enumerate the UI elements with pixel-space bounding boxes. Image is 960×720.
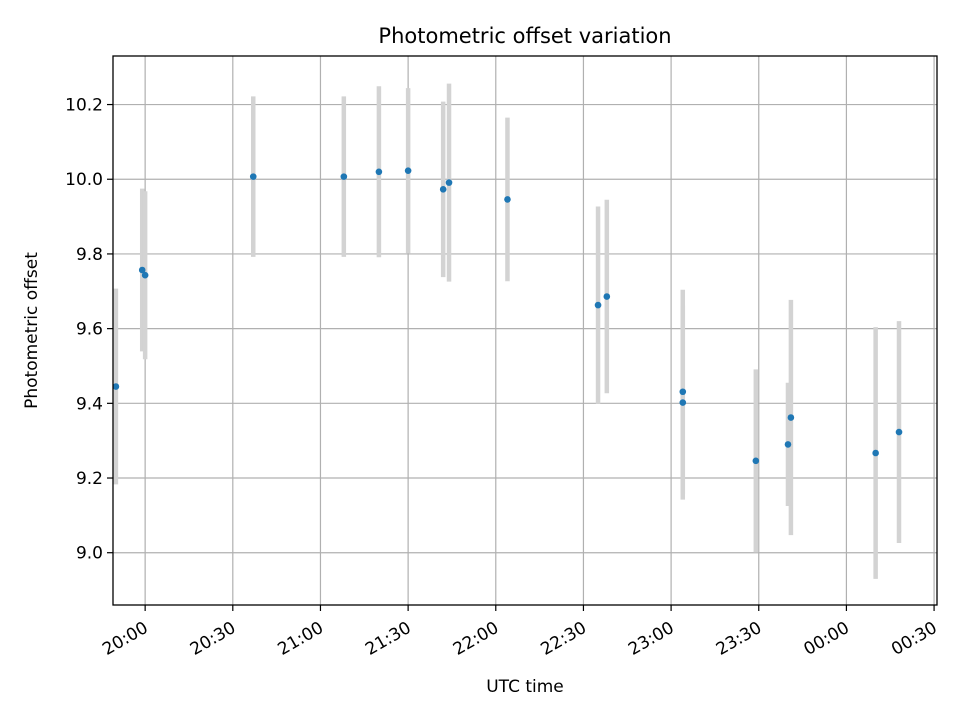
data-point	[141, 271, 149, 279]
y-tick-label: 9.6	[76, 320, 103, 340]
data-point	[138, 266, 146, 274]
data-point	[784, 441, 792, 448]
x-tick-label: 21:00	[275, 618, 327, 660]
data-point	[439, 186, 447, 193]
plot-frame	[112, 55, 938, 606]
data-point	[404, 167, 412, 174]
x-tick-label: 21:30	[362, 618, 414, 660]
grid	[113, 56, 937, 605]
data-point	[679, 399, 687, 406]
y-tick-label: 9.0	[76, 544, 103, 564]
data-points	[112, 167, 903, 465]
y-axis-ticks: 9.0 9.2 9.4 9.6 9.8 10.0 10.2	[65, 96, 113, 564]
x-tick-label: 22:30	[538, 618, 590, 660]
x-axis-label: UTC time	[486, 677, 564, 697]
data-point	[594, 301, 602, 309]
y-tick-label: 10.2	[65, 96, 103, 116]
data-point	[787, 414, 795, 421]
x-axis-ticks: 20:00 20:30 21:00 21:30 22:00 22:30 23:00 23:30…	[99, 605, 941, 660]
data-point	[375, 168, 383, 176]
x-tick-label: 23:30	[713, 618, 765, 660]
y-tick-label: 9.2	[76, 469, 103, 489]
y-tick-label: 9.8	[76, 245, 103, 265]
data-point	[895, 428, 903, 436]
x-tick-label: 23:00	[625, 618, 677, 660]
y-axis-label: Photometric offset	[22, 252, 42, 409]
data-point	[752, 457, 760, 465]
x-tick-label: 22:00	[450, 618, 502, 660]
x-tick-label: 00:00	[800, 618, 852, 660]
data-point	[112, 383, 120, 390]
data-point	[340, 173, 348, 180]
y-tick-label: 10.0	[65, 170, 103, 190]
x-tick-label: 20:30	[187, 618, 239, 660]
y-tick-label: 9.4	[76, 394, 103, 414]
data-point	[445, 179, 453, 186]
data-point	[872, 449, 879, 457]
x-tick-label: 00:30	[888, 618, 940, 660]
data-point	[603, 293, 611, 300]
x-tick-label: 20:00	[99, 618, 151, 660]
chart-title: Photometric offset variation	[378, 24, 671, 48]
data-point	[504, 196, 511, 203]
data-point	[249, 173, 257, 180]
data-point	[679, 388, 687, 396]
